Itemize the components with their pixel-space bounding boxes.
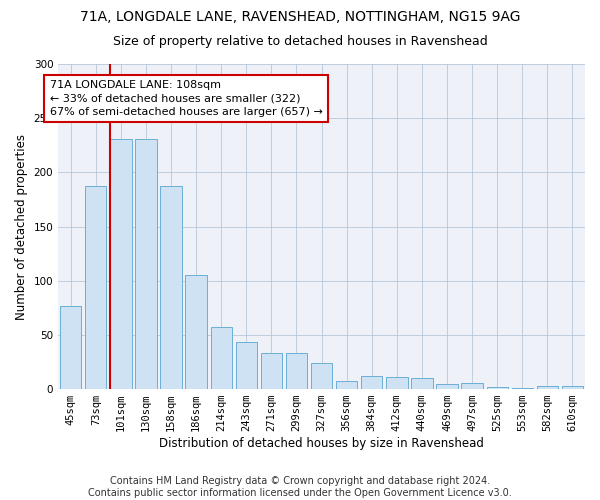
Bar [487, 387, 508, 389]
Text: Contains HM Land Registry data © Crown copyright and database right 2024.
Contai: Contains HM Land Registry data © Crown c… [88, 476, 512, 498]
Bar [185, 276, 207, 389]
X-axis label: Distribution of detached houses by size in Ravenshead: Distribution of detached houses by size … [159, 437, 484, 450]
Bar [110, 139, 131, 389]
Bar [261, 354, 282, 389]
Bar [60, 306, 82, 389]
Bar [160, 186, 182, 389]
Bar [286, 354, 307, 389]
Bar [336, 382, 358, 389]
Bar [562, 386, 583, 389]
Bar [136, 139, 157, 389]
Bar [361, 376, 382, 389]
Text: 71A LONGDALE LANE: 108sqm
← 33% of detached houses are smaller (322)
67% of semi: 71A LONGDALE LANE: 108sqm ← 33% of detac… [50, 80, 323, 116]
Bar [236, 342, 257, 389]
Bar [411, 378, 433, 389]
Bar [461, 382, 483, 389]
Text: Size of property relative to detached houses in Ravenshead: Size of property relative to detached ho… [113, 35, 487, 48]
Bar [211, 328, 232, 389]
Bar [85, 186, 106, 389]
Bar [386, 377, 407, 389]
Bar [537, 386, 558, 389]
Text: 71A, LONGDALE LANE, RAVENSHEAD, NOTTINGHAM, NG15 9AG: 71A, LONGDALE LANE, RAVENSHEAD, NOTTINGH… [80, 10, 520, 24]
Bar [311, 363, 332, 389]
Y-axis label: Number of detached properties: Number of detached properties [15, 134, 28, 320]
Bar [512, 388, 533, 389]
Bar [436, 384, 458, 389]
